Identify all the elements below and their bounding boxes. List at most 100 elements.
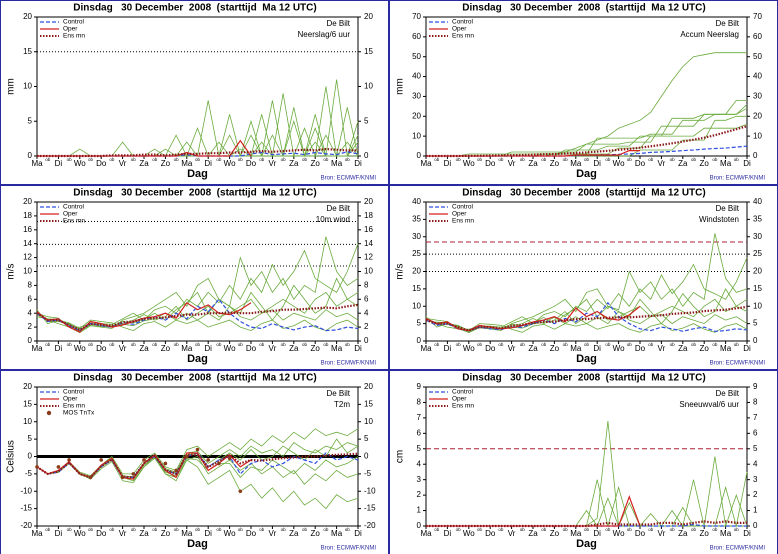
legend-label: Oper (63, 26, 78, 33)
y2-tick-label: 60 (753, 32, 762, 41)
x-minor-label: ob (541, 527, 547, 532)
x-minor-label: ob (323, 157, 329, 162)
x-tick-label: Do (246, 529, 257, 538)
y-tick-label: 1 (417, 506, 422, 515)
y2-tick-label: 2 (753, 490, 758, 499)
y-tick-label: 30 (412, 92, 421, 101)
y2-tick-label: 20 (364, 197, 373, 206)
legend-label: Oper (452, 211, 467, 218)
x-tick-label: Za (678, 344, 688, 353)
legend-label: Oper (452, 26, 467, 33)
x-tick-label: Do (635, 344, 646, 353)
x-tick-label: Di (593, 159, 601, 168)
x-tick-label: Ma (331, 344, 343, 353)
chart-title: Dinsdag 30 December 2008 (starttijd Ma 1… (73, 373, 316, 384)
x-tick-label: Do (635, 529, 646, 538)
x-tick-label: Ma (570, 529, 582, 538)
x-minor-label: ob (152, 157, 158, 162)
mos-point (99, 458, 103, 462)
x-minor-label: ob (541, 342, 547, 347)
y2-tick-label: 25 (753, 249, 762, 258)
x-minor-label: ob (195, 342, 201, 347)
y2-tick-label: 5 (753, 319, 758, 328)
x-minor-label: ob (152, 527, 158, 532)
member-line (36, 236, 359, 334)
y2-tick-label: 18 (364, 211, 373, 220)
x-minor-label: ob (216, 527, 222, 532)
source: Bron: ECMWF/KNMI (710, 546, 766, 552)
mos-point (163, 461, 168, 466)
x-minor-label: ob (456, 157, 462, 162)
y-tick-label: 18 (23, 211, 32, 220)
y2-tick-label: 50 (753, 52, 762, 61)
chart-title: Dinsdag 30 December 2008 (starttijd Ma 1… (73, 3, 316, 14)
x-minor-label: ob (195, 157, 201, 162)
x-minor-label: ob (541, 157, 547, 162)
y-axis-label: Celsius (6, 440, 17, 473)
location: De Bilt (326, 19, 350, 28)
mos-point (174, 468, 178, 473)
x-tick-label: Di (55, 344, 63, 353)
x-tick-label: Wo (613, 159, 625, 168)
mos-point (206, 458, 210, 462)
panel (389, 185, 778, 370)
x-tick-label: Ma (31, 529, 43, 538)
series-line (425, 301, 748, 332)
source: Bron: ECMWF/KNMI (321, 546, 377, 552)
mos-point (142, 458, 146, 462)
x-tick-label: Zo (550, 344, 560, 353)
x-minor-label: ob (734, 342, 740, 347)
legend-label: Control (452, 389, 474, 396)
x-tick-label: Vr (119, 529, 127, 538)
x-minor-label: ob (131, 342, 137, 347)
x-minor-label: ob (259, 527, 265, 532)
y2-tick-label: 1 (753, 506, 758, 515)
x-tick-label: Di (743, 529, 751, 538)
x-minor-label: ob (520, 157, 526, 162)
x-tick-label: Vr (508, 159, 516, 168)
legend-label: Ens mn (63, 33, 85, 40)
legend-label: Control (63, 19, 85, 26)
location: De Bilt (715, 19, 739, 28)
x-minor-label: ob (88, 157, 94, 162)
y-tick-label: 0 (28, 336, 33, 345)
x-tick-label: Di (743, 159, 751, 168)
x-tick-label: Zo (311, 529, 321, 538)
series-line (425, 305, 748, 332)
x-minor-label: ob (67, 527, 73, 532)
y2-tick-label: 6 (364, 294, 369, 303)
y2-tick-label: 70 (753, 12, 762, 21)
y2-tick-label: 40 (753, 72, 762, 81)
y-tick-label: 4 (417, 459, 422, 468)
x-tick-label: Za (678, 529, 688, 538)
y-tick-label: 0 (28, 452, 33, 461)
y-tick-label: 10 (412, 131, 421, 140)
legend-label: Ens mn (63, 218, 85, 225)
y-tick-label: 4 (28, 308, 33, 317)
y-tick-label: 8 (28, 281, 33, 290)
y2-tick-label: 2 (364, 322, 369, 331)
x-tick-label: Vr (508, 344, 516, 353)
legend-marker (46, 410, 52, 416)
x-tick-label: Di (444, 159, 452, 168)
x-axis-label: Dag (187, 538, 208, 550)
x-minor-label: ob (498, 157, 504, 162)
legend-label: Control (452, 19, 474, 26)
x-tick-label: Wo (74, 529, 86, 538)
x-minor-label: ob (563, 527, 569, 532)
x-axis-label: Dag (187, 353, 208, 365)
y-axis-label: m/s (395, 263, 406, 279)
x-tick-label: Di (444, 344, 452, 353)
y-tick-label: 0 (28, 151, 33, 160)
x-minor-label: ob (563, 342, 569, 347)
x-tick-label: Ma (181, 159, 193, 168)
x-tick-label: Ma (181, 344, 193, 353)
mos-point (238, 489, 243, 494)
x-minor-label: ob (302, 157, 308, 162)
x-tick-label: Za (139, 159, 149, 168)
x-tick-label: Wo (74, 159, 86, 168)
y-tick-label: 6 (417, 428, 422, 437)
y-tick-label: -20 (20, 521, 32, 530)
x-tick-label: Do (635, 159, 646, 168)
y-tick-label: 6 (28, 294, 33, 303)
